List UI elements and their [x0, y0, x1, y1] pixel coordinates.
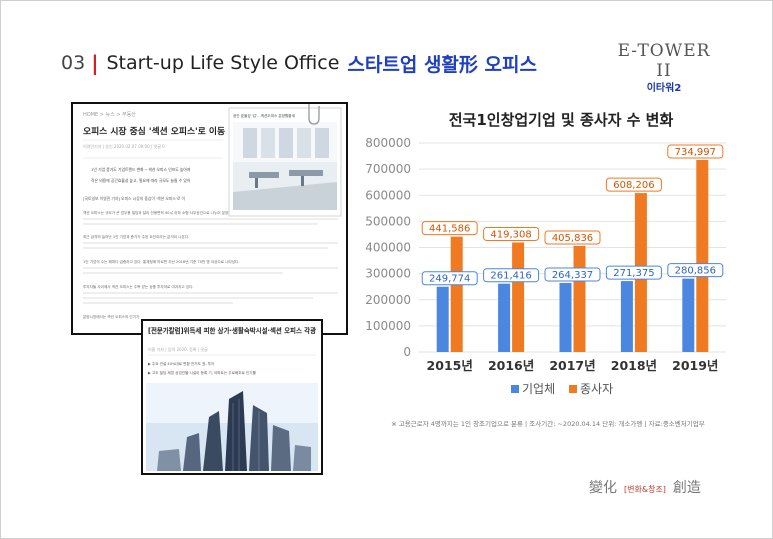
data-label-box: [421, 271, 478, 286]
bar-기업체: [559, 282, 572, 352]
y-tick-label: 100000: [365, 319, 411, 333]
data-label-box: [483, 226, 540, 241]
article-headline: 오피스 시장 중심 '섹션 오피스'로 이동: [83, 125, 225, 137]
article-lead-2: 작은 비용에 공간효율성 높고, 필요에 따라 규모도 늘릴 수 있어: [91, 178, 191, 183]
article-body-2: 섹션 오피스는 규모가 큰 업무용 빌딩과 달리 전용면적 40㎡ 이하 소형 …: [83, 210, 262, 215]
news-article-image: HOME > 뉴스 > 부동산 오피스 시장 중심 '섹션 오피스'로 이동 이…: [73, 104, 346, 333]
bar-기업체: [436, 286, 449, 352]
article-body-5: 투자자들 사이에서 섹션 오피스는 주목 받는 상품 투자처로 여겨지고 있다.: [83, 284, 194, 289]
column-article-screenshot: [전문가칼럼]위득세 피한 상가·생활숙박시설·섹션 오피스 각광 이름 기자 …: [141, 319, 323, 475]
footer-motto: 變化 [변화&창조] 創造: [589, 477, 701, 497]
data-label-box: [544, 230, 601, 245]
x-tick-label: 2017년: [549, 358, 595, 373]
y-tick-label: 800000: [365, 136, 411, 150]
news-article-screenshot: HOME > 뉴스 > 부동산 오피스 시장 중심 '섹션 오피스'로 이동 이…: [71, 102, 348, 335]
data-label-box: [483, 268, 540, 283]
title-divider: |: [91, 51, 99, 75]
data-label-종사자: 734,997: [675, 147, 716, 158]
source-note: ※ 고용근로자 4명까지는 1인 창조기업으로 분류 | 조사기간: ~2020…: [391, 420, 705, 428]
y-tick-label: 500000: [365, 214, 411, 228]
bar-종사자: [450, 236, 463, 352]
article-body-1: [국토일보 이영민 기자] 오피스 시장의 중심이 '섹션 오피스'로 이: [83, 196, 185, 201]
article-photo-caption: 공간 효율성 '갑'…섹션오피스 분양활황세: [233, 113, 295, 118]
column-bullet-2: ▶ 고도 빌딩 제업 상업건물 시설이 등록 기, 아파트는 주로배초로 인기를: [148, 370, 257, 375]
article-body-3: 최근 급격히 늘어난 1인 기업과 증가가 주된 요인이라는 분석이 나온다.: [83, 234, 189, 239]
data-label-box: [605, 265, 662, 280]
motto-change: 變化: [589, 480, 617, 496]
bar-기업체: [620, 281, 633, 352]
section-number: 03: [61, 52, 86, 74]
data-label-box: [667, 263, 724, 278]
data-label-기업체: 280,856: [675, 266, 716, 277]
motto-creation: 創造: [672, 480, 701, 496]
bar-기업체: [682, 278, 695, 352]
bar-종사자: [512, 242, 525, 352]
paperclip-icon: [308, 104, 320, 125]
article-body-4: 1인 기업의 수는 해마다 급증하고 있다. 통계청에 따르면 지난 2018년…: [83, 259, 240, 264]
bar-종사자: [696, 159, 709, 352]
article-meta: 이영민기자 | 승인 2020.02.07 09:00 | 댓글 0: [83, 143, 165, 149]
data-label-box: [421, 221, 478, 236]
data-label-box: [667, 144, 724, 159]
legend-label-종사자: 종사자: [580, 382, 613, 396]
chart-canvas: 0 100000 200000 300000 400000 500000 600000 700…: [365, 136, 726, 396]
article-body-6: 분양시장에서는 섹션 오피스의 인기가: [83, 314, 140, 319]
skyscraper-photo: [146, 383, 318, 471]
legend-label-기업체: 기업체: [522, 382, 555, 396]
bar-종사자: [573, 245, 586, 352]
x-tick-label: 2016년: [488, 358, 534, 373]
data-label-종사자: 419,308: [490, 229, 531, 240]
article-lead-1: 1인 기업 증가도 기업트렌드 변화 ─ 섹션 오피스 인프도 높아져: [91, 167, 191, 172]
data-label-기업체: 249,774: [429, 274, 470, 285]
data-label-종사자: 441,586: [429, 224, 470, 235]
column-meta: 이름 기자 | 입력 2020. 등록 | 댓글: [148, 346, 208, 352]
article-office-photo: 공간 효율성 '갑'…섹션오피스 분양활황세: [228, 107, 342, 217]
e-tower-logo: E-TOWER II 이타워2: [609, 41, 719, 94]
logo-subtitle: 이타워2: [646, 83, 682, 94]
bar-chart: 0 100000 200000 300000 400000 500000 600000 700…: [361, 129, 736, 414]
y-tick-label: 400000: [365, 241, 411, 255]
y-tick-label: 0: [403, 345, 411, 359]
data-label-기업체: 271,375: [613, 268, 654, 279]
legend-swatch-종사자: [569, 385, 577, 393]
data-label-box: [544, 267, 601, 282]
data-label-box: [605, 177, 662, 192]
column-article-image: [전문가칼럼]위득세 피한 상가·생활숙박시설·섹션 오피스 각광 이름 기자 …: [143, 321, 321, 473]
title-english: Start-up Life Style Office: [106, 52, 340, 74]
slide-title: 03 | Start-up Life Style Office 스타트업 생활形…: [61, 48, 537, 78]
bar-기업체: [498, 283, 511, 352]
logo-name: E-TOWER II: [617, 41, 711, 81]
x-tick-label: 2019년: [672, 358, 718, 373]
article-breadcrumb: HOME > 뉴스 > 부동산: [83, 111, 136, 118]
legend-swatch-기업체: [511, 385, 519, 393]
x-tick-label: 2015년: [427, 358, 473, 373]
column-headline: [전문가칼럼]위득세 피한 상가·생활숙박시설·섹션 오피스 각광: [148, 326, 316, 335]
y-tick-label: 700000: [365, 162, 411, 176]
data-label-종사자: 405,836: [552, 233, 593, 244]
motto-middle: [변화&창조]: [624, 485, 666, 494]
chart-title: 전국1인창업기업 및 종사자 수 변화: [448, 111, 674, 129]
y-tick-label: 200000: [365, 293, 411, 307]
title-korean: 스타트업 생활形 오피스: [347, 53, 537, 76]
data-label-기업체: 264,337: [552, 270, 593, 281]
y-tick-label: 600000: [365, 188, 411, 202]
column-bullet-1: ▶ 주요 건설 40%대로 변환 전거도 표..투자: [148, 361, 215, 366]
y-tick-label: 300000: [365, 267, 411, 281]
x-tick-label: 2018년: [611, 358, 657, 373]
data-label-기업체: 261,416: [490, 271, 531, 282]
data-label-종사자: 608,206: [613, 180, 654, 191]
